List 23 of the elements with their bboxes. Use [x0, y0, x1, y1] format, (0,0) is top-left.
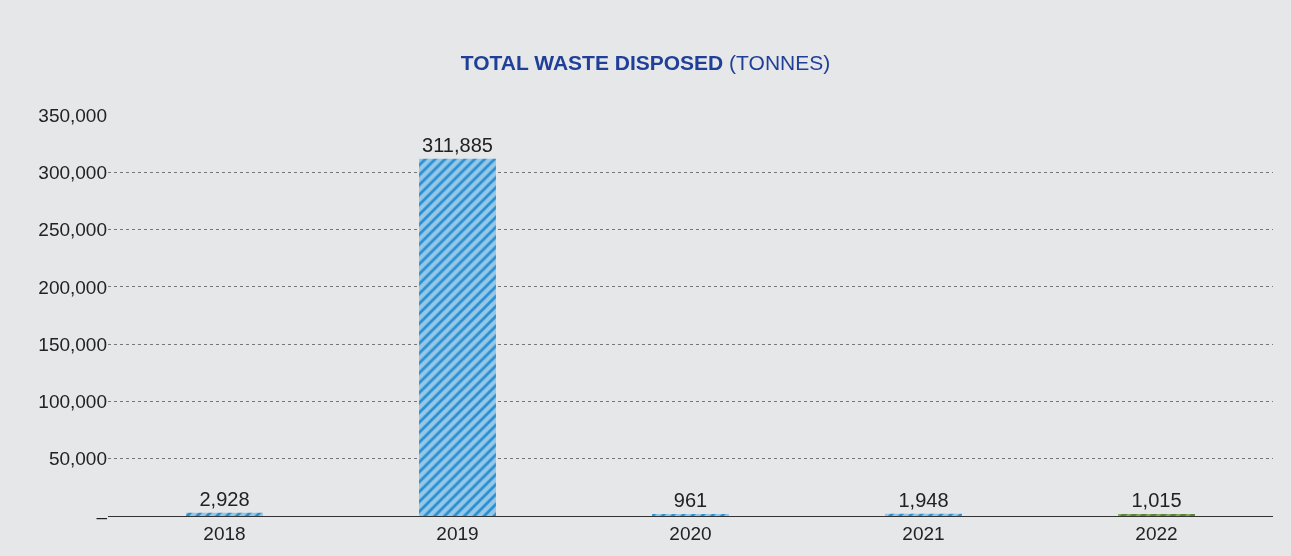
data-label: 311,885 [422, 133, 493, 156]
x-tick-label: 2022 [1135, 522, 1178, 544]
y-tick-label: 350,000 [38, 104, 107, 126]
chart-title: TOTAL WASTE DISPOSED [460, 51, 724, 75]
x-tick-label: 2021 [902, 522, 945, 544]
x-tick-label: 2020 [669, 522, 712, 544]
bar [419, 158, 496, 516]
y-tick-label: 150,000 [38, 333, 107, 355]
y-tick-label: 200,000 [38, 276, 107, 298]
data-label: 2,928 [199, 487, 250, 510]
data-label: 1,015 [1131, 489, 1182, 511]
x-tick-label: 2019 [436, 522, 479, 544]
y-tick-label: – [96, 505, 108, 527]
y-tick-label: 100,000 [38, 391, 107, 413]
data-label: 961 [673, 489, 708, 511]
y-tick-label: 50,000 [48, 448, 107, 470]
chart-subtitle: (TONNES) [729, 51, 831, 75]
y-tick-label: 300,000 [38, 161, 107, 183]
y-tick-label: 250,000 [38, 219, 107, 241]
bar [186, 512, 263, 516]
data-label: 1,948 [898, 488, 949, 511]
bar [885, 513, 962, 516]
x-tick-label: 2018 [203, 522, 246, 544]
